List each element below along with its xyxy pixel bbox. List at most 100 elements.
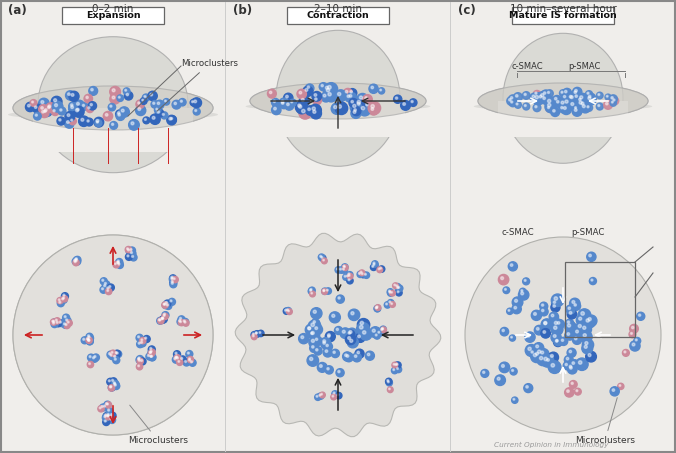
Circle shape [362, 331, 366, 334]
Circle shape [354, 109, 356, 111]
Circle shape [59, 119, 61, 121]
Circle shape [109, 285, 111, 288]
Circle shape [579, 100, 589, 110]
Circle shape [560, 90, 566, 97]
Circle shape [136, 100, 144, 108]
Circle shape [53, 322, 55, 324]
Circle shape [331, 103, 343, 114]
Circle shape [108, 384, 116, 391]
Text: Current Opinion in Immunology: Current Opinion in Immunology [493, 442, 608, 448]
Circle shape [544, 357, 548, 361]
Circle shape [357, 323, 370, 336]
Circle shape [180, 357, 183, 359]
Circle shape [513, 399, 515, 400]
Circle shape [535, 96, 539, 99]
Circle shape [589, 254, 592, 257]
Ellipse shape [250, 83, 426, 119]
Circle shape [358, 335, 360, 337]
Circle shape [126, 93, 128, 96]
Circle shape [367, 353, 370, 356]
Circle shape [157, 317, 164, 324]
Circle shape [71, 106, 74, 109]
Circle shape [574, 304, 577, 306]
Circle shape [171, 276, 173, 278]
Circle shape [57, 298, 64, 304]
Circle shape [51, 319, 58, 326]
Circle shape [80, 103, 89, 110]
Circle shape [105, 288, 112, 294]
Circle shape [541, 309, 544, 312]
Circle shape [341, 264, 348, 270]
Circle shape [311, 332, 314, 334]
Circle shape [136, 106, 146, 116]
Circle shape [166, 304, 168, 306]
Circle shape [137, 358, 143, 364]
Circle shape [115, 352, 117, 354]
Circle shape [168, 299, 176, 305]
Circle shape [395, 364, 397, 366]
Circle shape [84, 94, 93, 103]
Circle shape [78, 116, 89, 126]
Circle shape [585, 352, 596, 362]
Circle shape [364, 101, 372, 110]
Circle shape [104, 282, 106, 284]
Circle shape [34, 106, 37, 108]
Circle shape [611, 97, 619, 105]
Circle shape [141, 359, 143, 361]
Circle shape [103, 413, 110, 419]
Circle shape [382, 328, 383, 330]
Circle shape [552, 319, 563, 330]
Circle shape [89, 356, 91, 357]
Circle shape [536, 345, 539, 348]
Circle shape [73, 260, 79, 266]
Circle shape [541, 351, 544, 354]
Circle shape [109, 412, 116, 419]
Circle shape [364, 274, 366, 275]
Circle shape [548, 352, 558, 362]
Circle shape [113, 261, 119, 268]
Circle shape [531, 310, 541, 320]
Circle shape [389, 388, 390, 390]
Circle shape [272, 98, 279, 106]
Circle shape [163, 99, 170, 105]
Circle shape [588, 318, 592, 321]
Circle shape [45, 109, 47, 111]
Circle shape [573, 105, 580, 112]
Circle shape [138, 342, 140, 344]
Circle shape [183, 359, 190, 366]
Circle shape [395, 366, 402, 373]
Circle shape [285, 309, 287, 311]
Circle shape [322, 289, 327, 294]
Circle shape [634, 337, 641, 344]
Circle shape [172, 356, 179, 363]
Circle shape [59, 301, 61, 303]
Circle shape [331, 349, 339, 357]
Circle shape [118, 112, 120, 114]
Circle shape [368, 102, 381, 114]
Circle shape [309, 330, 317, 339]
Circle shape [357, 102, 360, 105]
Circle shape [531, 351, 543, 362]
Circle shape [319, 394, 320, 396]
Circle shape [397, 291, 399, 293]
Circle shape [581, 312, 585, 315]
Circle shape [172, 100, 181, 109]
Circle shape [316, 395, 318, 397]
Circle shape [87, 338, 89, 340]
Circle shape [569, 365, 572, 368]
Circle shape [286, 95, 288, 98]
Circle shape [573, 87, 582, 96]
Circle shape [296, 102, 308, 114]
Circle shape [147, 355, 149, 357]
Circle shape [164, 300, 171, 307]
Circle shape [310, 289, 312, 290]
Text: (a): (a) [8, 4, 27, 17]
Circle shape [87, 335, 93, 342]
Circle shape [102, 283, 109, 290]
Circle shape [375, 305, 381, 310]
Circle shape [387, 387, 393, 393]
Circle shape [567, 93, 577, 103]
Circle shape [57, 117, 65, 125]
Circle shape [565, 322, 576, 333]
Circle shape [178, 361, 180, 362]
